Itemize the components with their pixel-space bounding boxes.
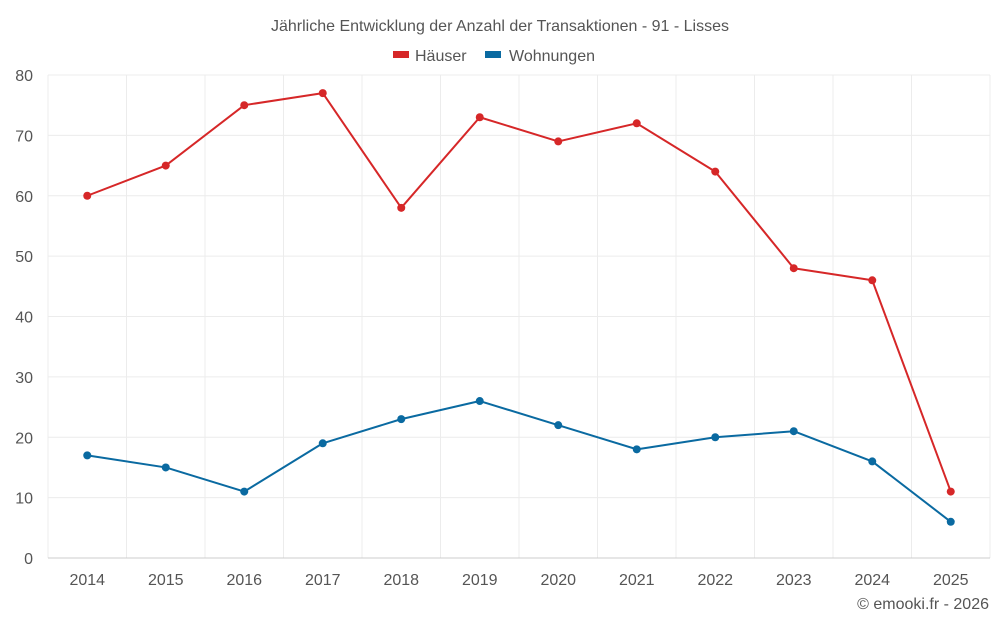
data-point[interactable] bbox=[475, 113, 484, 122]
x-tick-label: 2014 bbox=[69, 572, 105, 589]
x-tick-label: 2015 bbox=[148, 572, 184, 589]
y-tick-label: 0 bbox=[24, 551, 33, 568]
data-point[interactable] bbox=[475, 397, 484, 406]
data-point[interactable] bbox=[789, 427, 798, 436]
x-axis: 2014 2015 2016 2017 2018 2019 2020 2021 2022 2023… bbox=[69, 572, 968, 589]
series-Wohnungen bbox=[83, 397, 955, 526]
data-point[interactable] bbox=[161, 463, 170, 472]
legend: Häuser Wohnungen bbox=[393, 48, 595, 65]
legend-label: Wohnungen bbox=[509, 48, 595, 65]
data-point[interactable] bbox=[868, 276, 877, 285]
data-point[interactable] bbox=[632, 119, 641, 128]
x-tick-label: 2021 bbox=[619, 572, 655, 589]
y-tick-label: 20 bbox=[15, 430, 33, 447]
series-layer bbox=[83, 89, 955, 526]
legend-label: Häuser bbox=[415, 48, 467, 65]
data-point[interactable] bbox=[711, 433, 720, 442]
data-point[interactable] bbox=[946, 487, 955, 496]
series-line bbox=[87, 400, 952, 523]
data-point[interactable] bbox=[83, 191, 92, 200]
data-point[interactable] bbox=[946, 517, 955, 526]
data-point[interactable] bbox=[240, 101, 249, 110]
x-tick-label: 2024 bbox=[854, 572, 890, 589]
legend-item[interactable]: Häuser bbox=[393, 48, 467, 65]
x-tick-label: 2025 bbox=[933, 572, 969, 589]
credit: © emooki.fr - 2026 bbox=[857, 596, 989, 613]
data-point[interactable] bbox=[240, 487, 249, 496]
y-tick-label: 80 bbox=[15, 68, 33, 85]
y-tick-label: 50 bbox=[15, 249, 33, 266]
data-point[interactable] bbox=[868, 457, 877, 466]
x-tick-label: 2020 bbox=[540, 572, 576, 589]
data-point[interactable] bbox=[161, 161, 170, 170]
x-tick-label: 2017 bbox=[305, 572, 341, 589]
x-tick-label: 2016 bbox=[226, 572, 262, 589]
x-tick-label: 2022 bbox=[697, 572, 733, 589]
chart-title: Jährliche Entwicklung der Anzahl der Tra… bbox=[271, 18, 729, 35]
legend-swatch bbox=[393, 51, 409, 58]
data-point[interactable] bbox=[83, 451, 92, 460]
data-point[interactable] bbox=[554, 137, 563, 146]
data-point[interactable] bbox=[318, 89, 327, 98]
y-tick-label: 10 bbox=[15, 491, 33, 508]
data-point[interactable] bbox=[632, 445, 641, 454]
data-point[interactable] bbox=[318, 439, 327, 448]
y-axis: 0 10 20 30 40 50 60 70 80 bbox=[15, 68, 33, 568]
x-tick-label: 2019 bbox=[462, 572, 498, 589]
series-line bbox=[86, 92, 952, 492]
data-point[interactable] bbox=[397, 415, 406, 424]
x-tick-label: 2023 bbox=[776, 572, 812, 589]
y-tick-label: 30 bbox=[15, 370, 33, 387]
x-tick-label: 2018 bbox=[383, 572, 419, 589]
data-point[interactable] bbox=[711, 167, 720, 176]
y-tick-label: 60 bbox=[15, 189, 33, 206]
y-tick-label: 70 bbox=[15, 128, 33, 145]
legend-item[interactable]: Wohnungen bbox=[485, 48, 595, 65]
data-point[interactable] bbox=[789, 264, 798, 273]
data-point[interactable] bbox=[554, 421, 563, 430]
data-point[interactable] bbox=[397, 203, 406, 212]
y-tick-label: 40 bbox=[15, 310, 33, 327]
legend-swatch bbox=[485, 51, 501, 58]
series-Häuser bbox=[83, 89, 955, 496]
grid bbox=[47, 74, 991, 559]
